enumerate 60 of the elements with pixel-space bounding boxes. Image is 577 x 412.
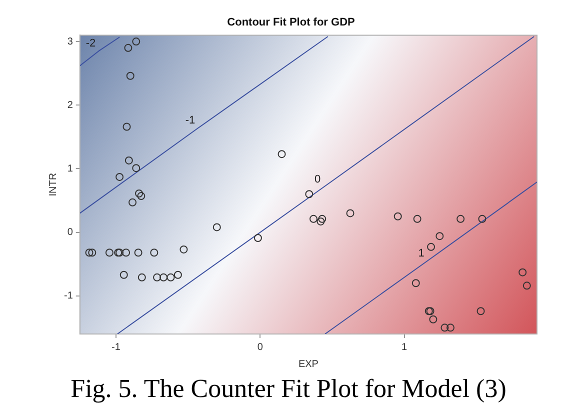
point (522, 282, 531, 290)
point (135, 190, 144, 198)
point (128, 198, 137, 206)
x-tick-label: 0 (257, 342, 264, 353)
point (105, 248, 114, 257)
y-tick-label: 0 (67, 227, 74, 238)
point (346, 209, 354, 218)
point (394, 212, 402, 220)
point (116, 172, 124, 181)
point (478, 214, 486, 223)
series-label: 1 (418, 247, 424, 260)
point (436, 232, 444, 240)
point (446, 324, 454, 332)
point (318, 214, 326, 223)
series-label: -2 (86, 38, 96, 50)
point (212, 223, 221, 232)
point (150, 248, 158, 257)
point (174, 270, 182, 279)
point (413, 214, 422, 223)
point (476, 307, 485, 316)
point (166, 273, 175, 282)
point (122, 248, 130, 257)
point (132, 38, 140, 46)
point (124, 44, 132, 52)
y-tick-label: -1 (64, 290, 74, 302)
point (88, 248, 96, 257)
point (153, 273, 162, 282)
point (518, 268, 527, 276)
point (124, 156, 133, 164)
point (254, 234, 262, 242)
point (134, 248, 142, 257)
point (138, 273, 146, 282)
point (122, 122, 131, 131)
y-tick-label: 3 (67, 36, 74, 48)
x-tick-label: -1 (111, 342, 121, 353)
chart-title: Contour Fit Plot for GDP (227, 16, 355, 29)
point (456, 214, 465, 223)
caption: Fig. 5. The Counter Fit Plot for Model (3) (70, 374, 508, 404)
point (440, 324, 449, 332)
point (316, 217, 325, 226)
point (120, 270, 128, 279)
x-tick-label: 1 (402, 342, 408, 353)
y-axis-title: INTR (48, 172, 59, 196)
series-label: 0 (314, 174, 321, 186)
point (126, 72, 134, 80)
x-axis-title: EXP (298, 358, 319, 370)
point (309, 214, 318, 223)
point (137, 192, 146, 200)
point (305, 190, 314, 198)
point (85, 248, 94, 257)
point (278, 150, 286, 158)
y-tick-label: 2 (67, 100, 74, 111)
y-tick-label: 1 (67, 163, 74, 174)
point (429, 315, 438, 324)
point (160, 273, 168, 282)
point (412, 279, 420, 288)
point (132, 164, 140, 172)
series-label: -1 (185, 114, 196, 127)
point (180, 245, 188, 254)
point (427, 242, 436, 251)
